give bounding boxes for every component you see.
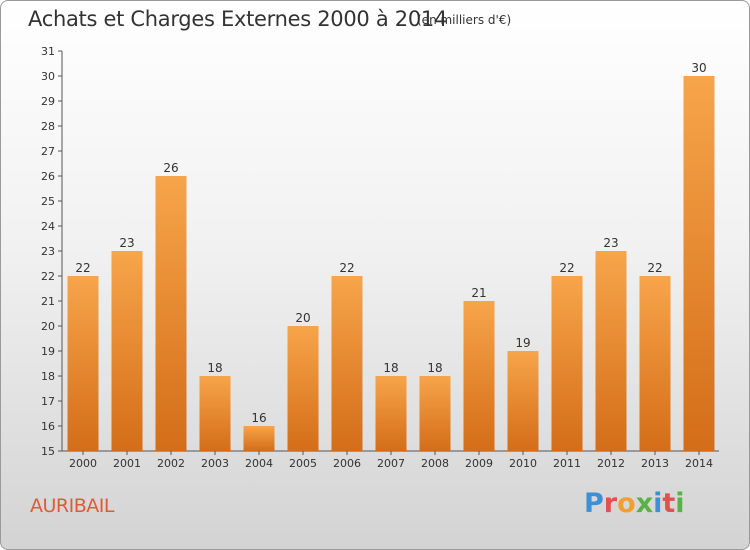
- bar-2012: [595, 251, 627, 451]
- proxiti-logo[interactable]: Proxiti: [584, 488, 685, 519]
- x-tick-label: 2001: [113, 457, 141, 470]
- bars: [67, 76, 715, 451]
- x-tick-label: 2014: [685, 457, 713, 470]
- bar-2014: [683, 76, 715, 451]
- x-tick-label: 2007: [377, 457, 405, 470]
- data-label: 22: [559, 261, 574, 275]
- x-axis: 2000 2001 2002 2003 2004 2005 2006 2007 2008 2009…: [62, 450, 719, 470]
- x-tick-label: 2002: [157, 457, 185, 470]
- y-tick-label: 18: [41, 370, 55, 383]
- data-label: 18: [427, 361, 442, 375]
- bar-2001: [111, 251, 143, 451]
- y-tick-label: 23: [41, 245, 55, 258]
- bar-2011: [551, 276, 583, 451]
- y-tick-label: 31: [41, 45, 55, 58]
- bar-2003: [199, 376, 231, 451]
- y-tick-label: 30: [41, 70, 55, 83]
- x-tick-label: 2003: [201, 457, 229, 470]
- data-label: 22: [647, 261, 662, 275]
- y-tick-label: 27: [41, 145, 55, 158]
- y-tick-label: 16: [41, 420, 55, 433]
- chart-title: Achats et Charges Externes 2000 à 2014: [28, 7, 448, 31]
- x-tick-label: 2012: [597, 457, 625, 470]
- x-tick-label: 2008: [421, 457, 449, 470]
- y-tick-label: 25: [41, 195, 55, 208]
- y-tick-label: 15: [41, 445, 55, 458]
- chart-subtitle: (en milliers d'€): [417, 13, 512, 27]
- x-tick-label: 2005: [289, 457, 317, 470]
- data-label: 23: [119, 236, 134, 250]
- data-label: 21: [471, 286, 486, 300]
- y-tick-label: 24: [41, 220, 55, 233]
- x-tick-label: 2004: [245, 457, 273, 470]
- data-label: 19: [515, 336, 530, 350]
- y-tick-label: 17: [41, 395, 55, 408]
- data-label: 18: [383, 361, 398, 375]
- data-label: 16: [251, 411, 266, 425]
- data-labels: 22 23 26 18 16 20 22 18 18 21 19 22 23 22 30: [75, 61, 706, 425]
- bar-2000: [67, 276, 99, 451]
- x-tick-label: 2011: [553, 457, 581, 470]
- bar-2002: [155, 176, 187, 451]
- x-tick-label: 2013: [641, 457, 669, 470]
- y-tick-label: 21: [41, 295, 55, 308]
- data-label: 26: [163, 161, 178, 175]
- y-tick-label: 26: [41, 170, 55, 183]
- y-tick-label: 19: [41, 345, 55, 358]
- data-label: 20: [295, 311, 310, 325]
- data-label: 18: [207, 361, 222, 375]
- y-tick-label: 20: [41, 320, 55, 333]
- place-name: AURIBAIL: [30, 495, 114, 517]
- y-tick-label: 29: [41, 95, 55, 108]
- x-tick-label: 2006: [333, 457, 361, 470]
- y-axis: 15 16 17 18 19 20 21 22 23 24 25 26 27 28 29 30 31: [41, 45, 63, 458]
- bar-2005: [287, 326, 319, 451]
- data-label: 23: [603, 236, 618, 250]
- bar-2007: [375, 376, 407, 451]
- x-tick-label: 2010: [509, 457, 537, 470]
- x-tick-label: 2009: [465, 457, 493, 470]
- bar-2010: [507, 351, 539, 451]
- x-tick-label: 2000: [69, 457, 97, 470]
- data-label: 22: [339, 261, 354, 275]
- data-label: 22: [75, 261, 90, 275]
- bar-2013: [639, 276, 671, 451]
- bar-2009: [463, 301, 495, 451]
- data-label: 30: [691, 61, 706, 75]
- bar-2004: [243, 426, 275, 451]
- bar-2006: [331, 276, 363, 451]
- bar-2008: [419, 376, 451, 451]
- y-tick-label: 28: [41, 120, 55, 133]
- y-tick-label: 22: [41, 270, 55, 283]
